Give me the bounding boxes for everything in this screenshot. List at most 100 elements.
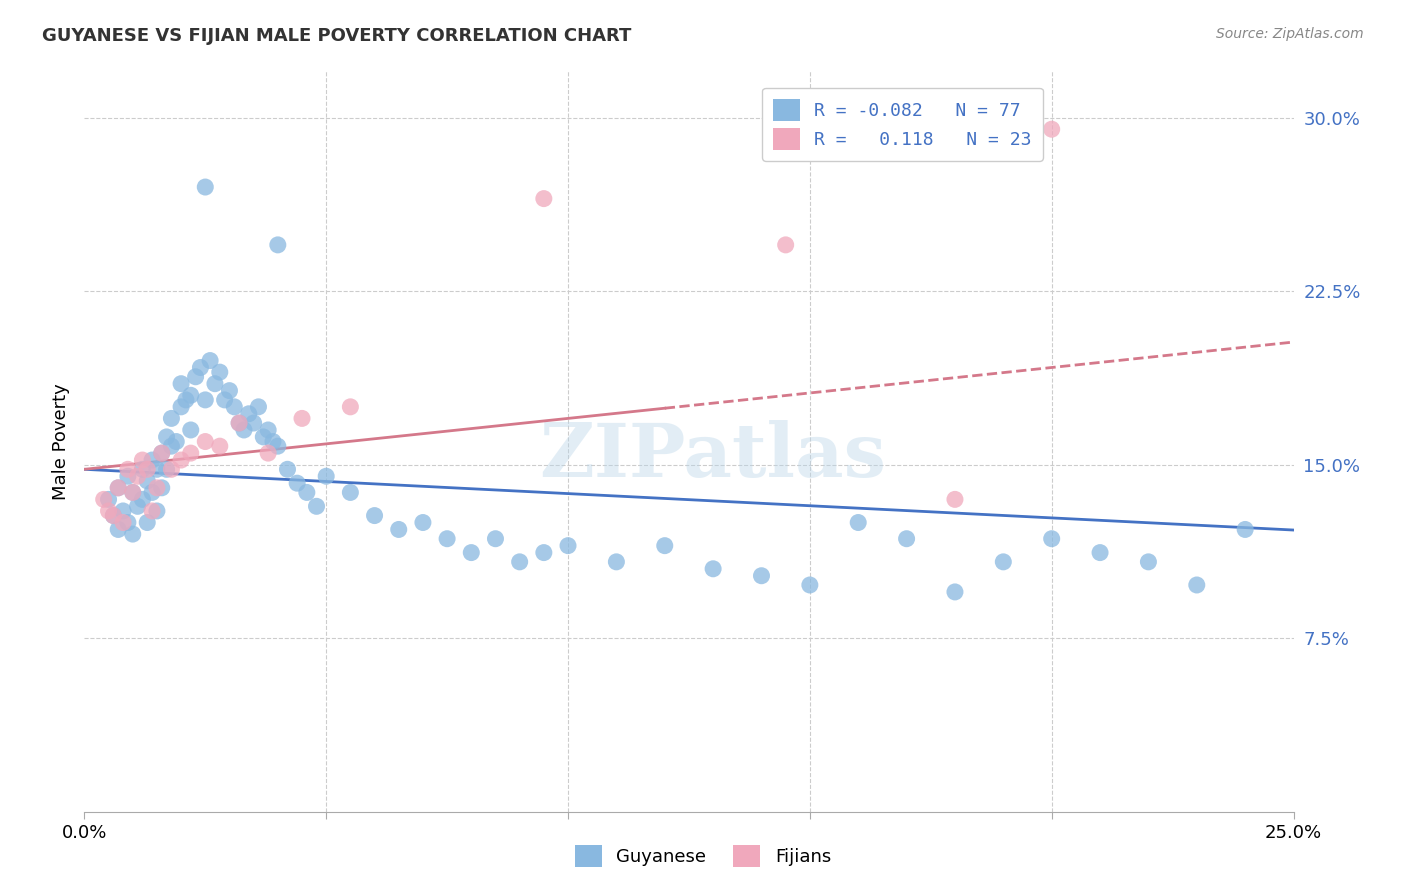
Point — [751, 568, 773, 582]
Point — [160, 439, 183, 453]
Point — [103, 508, 125, 523]
Point — [136, 516, 159, 530]
Point — [180, 423, 202, 437]
Point — [160, 462, 183, 476]
Point — [218, 384, 240, 398]
Point — [112, 516, 135, 530]
Point — [247, 400, 270, 414]
Point — [1234, 523, 1257, 537]
Point — [107, 481, 129, 495]
Point — [117, 516, 139, 530]
Point — [295, 485, 318, 500]
Point — [155, 462, 177, 476]
Point — [654, 539, 676, 553]
Point — [150, 446, 173, 460]
Point — [174, 392, 197, 407]
Point — [436, 532, 458, 546]
Point — [846, 516, 869, 530]
Point — [127, 469, 149, 483]
Point — [484, 532, 506, 546]
Point — [117, 469, 139, 483]
Point — [315, 469, 337, 483]
Point — [267, 238, 290, 252]
Point — [121, 485, 143, 500]
Point — [702, 562, 724, 576]
Point — [388, 523, 411, 537]
Point — [146, 462, 169, 476]
Point — [194, 392, 217, 407]
Point — [180, 446, 202, 460]
Point — [141, 453, 163, 467]
Point — [93, 492, 115, 507]
Point — [363, 508, 385, 523]
Point — [1088, 545, 1111, 560]
Point — [242, 416, 264, 430]
Point — [121, 527, 143, 541]
Point — [131, 492, 153, 507]
Point — [121, 485, 143, 500]
Point — [228, 416, 250, 430]
Point — [1185, 578, 1208, 592]
Point — [150, 481, 173, 495]
Point — [305, 500, 328, 514]
Point — [605, 555, 627, 569]
Point — [198, 353, 221, 368]
Point — [131, 462, 153, 476]
Point — [194, 434, 217, 449]
Point — [533, 545, 555, 560]
Point — [262, 434, 284, 449]
Point — [184, 369, 207, 384]
Legend: Guyanese, Fijians: Guyanese, Fijians — [568, 838, 838, 874]
Point — [775, 238, 797, 252]
Point — [276, 462, 298, 476]
Point — [233, 423, 256, 437]
Point — [943, 492, 966, 507]
Text: Source: ZipAtlas.com: Source: ZipAtlas.com — [1216, 27, 1364, 41]
Point — [146, 504, 169, 518]
Point — [97, 504, 120, 518]
Point — [103, 508, 125, 523]
Point — [257, 446, 280, 460]
Point — [238, 407, 260, 421]
Text: ZIPatlas: ZIPatlas — [540, 420, 887, 493]
Point — [460, 545, 482, 560]
Point — [141, 485, 163, 500]
Y-axis label: Male Poverty: Male Poverty — [52, 384, 70, 500]
Point — [194, 180, 217, 194]
Point — [267, 439, 290, 453]
Point — [107, 523, 129, 537]
Point — [339, 400, 361, 414]
Point — [180, 388, 202, 402]
Point — [117, 462, 139, 476]
Point — [228, 416, 250, 430]
Point — [97, 492, 120, 507]
Point — [993, 555, 1015, 569]
Point — [943, 585, 966, 599]
Point — [208, 365, 231, 379]
Legend: R = -0.082   N = 77, R =   0.118   N = 23: R = -0.082 N = 77, R = 0.118 N = 23 — [762, 87, 1043, 161]
Point — [291, 411, 314, 425]
Point — [252, 430, 274, 444]
Point — [208, 439, 231, 453]
Point — [136, 462, 159, 476]
Point — [136, 474, 159, 488]
Point — [1040, 122, 1063, 136]
Point — [799, 578, 821, 592]
Point — [170, 400, 193, 414]
Point — [170, 376, 193, 391]
Point — [131, 453, 153, 467]
Point — [214, 392, 236, 407]
Point — [146, 481, 169, 495]
Point — [165, 434, 187, 449]
Point — [160, 411, 183, 425]
Point — [112, 504, 135, 518]
Point — [257, 423, 280, 437]
Point — [557, 539, 579, 553]
Point — [339, 485, 361, 500]
Point — [509, 555, 531, 569]
Point — [170, 453, 193, 467]
Point — [141, 504, 163, 518]
Point — [155, 430, 177, 444]
Point — [127, 500, 149, 514]
Point — [1137, 555, 1160, 569]
